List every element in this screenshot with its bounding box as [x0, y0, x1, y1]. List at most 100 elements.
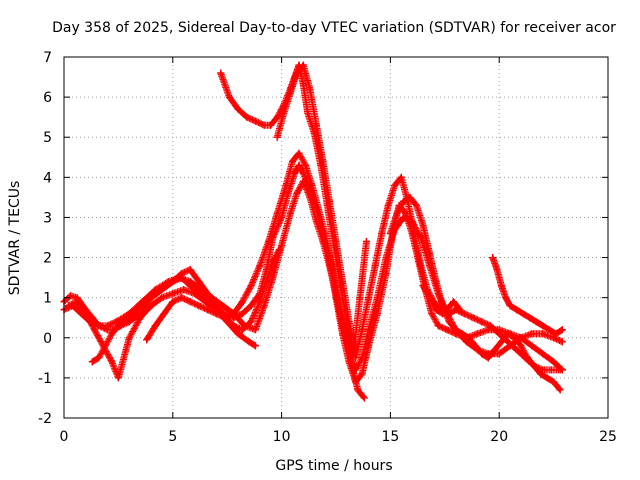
data-point [484, 354, 492, 362]
data-point [504, 338, 512, 346]
data-point [354, 386, 362, 394]
data-point [347, 358, 355, 366]
x-tick-label: 10 [273, 429, 291, 445]
series-arc-10 [419, 282, 564, 374]
data-point [143, 336, 151, 344]
data-point [306, 85, 314, 93]
data-point [230, 310, 238, 318]
data-point [247, 282, 255, 290]
data-point [397, 173, 405, 181]
data-point [186, 278, 194, 286]
data-point [201, 298, 209, 306]
data-point [358, 370, 366, 378]
data-point [558, 326, 566, 334]
axis-ticks: 0 5 10 15 20 25 -2 -1 0 1 2 3 4 5 6 7 [38, 50, 617, 445]
data-point [478, 318, 486, 326]
data-point [319, 157, 327, 165]
data-point [469, 314, 477, 322]
data-point [73, 298, 81, 306]
data-point [426, 294, 434, 302]
data-point [273, 133, 281, 141]
data-point [186, 298, 194, 306]
data-point [308, 181, 316, 189]
data-point [443, 326, 451, 334]
data-point [238, 326, 246, 334]
data-point [286, 89, 294, 97]
data-point [256, 262, 264, 270]
data-point [550, 358, 558, 366]
data-point [278, 213, 286, 221]
data-point [238, 298, 246, 306]
data-point [221, 314, 229, 322]
data-point [417, 262, 425, 270]
x-tick-label: 5 [168, 429, 177, 445]
data-point [491, 346, 499, 354]
data-point [382, 254, 390, 262]
data-point [169, 290, 177, 298]
data-point [356, 294, 364, 302]
data-point [180, 286, 188, 294]
data-point [82, 310, 90, 318]
data-point [160, 310, 168, 318]
data-point [506, 302, 514, 310]
data-point [545, 326, 553, 334]
data-point [251, 326, 259, 334]
x-tick-label: 0 [60, 429, 69, 445]
data-point [352, 354, 360, 362]
data-point [365, 326, 373, 334]
data-point [547, 366, 555, 374]
data-point [212, 310, 220, 318]
data-point [539, 330, 547, 338]
x-tick-label: 15 [381, 429, 399, 445]
data-point [136, 302, 144, 310]
data-point [384, 201, 392, 209]
data-point [315, 205, 323, 213]
data-point [345, 318, 353, 326]
data-marks [60, 61, 566, 402]
data-point [247, 302, 255, 310]
data-point [251, 342, 259, 350]
data-point [260, 302, 268, 310]
data-point [108, 330, 116, 338]
data-point [530, 362, 538, 370]
data-point [378, 229, 386, 237]
data-point [471, 342, 479, 350]
data-point [406, 193, 414, 201]
data-point [275, 246, 283, 254]
data-point [295, 161, 303, 169]
data-point [439, 302, 447, 310]
data-point [269, 258, 277, 266]
data-point [295, 149, 303, 157]
data-point [219, 302, 227, 310]
data-point [169, 278, 177, 286]
data-point [95, 354, 103, 362]
data-point [260, 121, 268, 129]
data-point [245, 338, 253, 346]
data-point [136, 314, 144, 322]
y-tick-label: -1 [38, 371, 52, 387]
data-point [234, 105, 242, 113]
data-point [552, 330, 560, 338]
data-point [225, 93, 233, 101]
data-point [332, 238, 340, 246]
data-point [478, 350, 486, 358]
data-point [445, 310, 453, 318]
series-arc-9 [489, 254, 566, 338]
data-point [539, 322, 547, 330]
data-point [186, 266, 194, 274]
data-point [90, 326, 98, 334]
data-point [419, 282, 427, 290]
data-point [539, 350, 547, 358]
data-point [114, 374, 122, 382]
data-point [158, 294, 166, 302]
y-tick-label: 1 [43, 291, 52, 307]
data-point [386, 229, 394, 237]
data-point [489, 254, 497, 262]
data-point [439, 310, 447, 318]
data-point [278, 242, 286, 250]
data-point [399, 213, 407, 221]
data-point [365, 294, 373, 302]
data-point [302, 161, 310, 169]
data-point [269, 274, 277, 282]
data-point [556, 386, 564, 394]
